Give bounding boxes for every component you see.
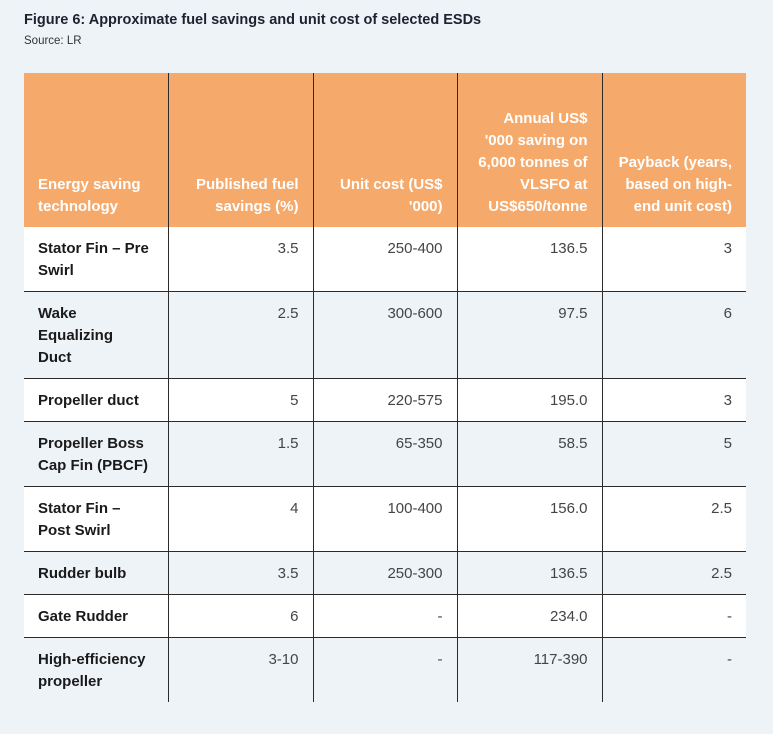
cell-unit-cost: -	[312, 594, 457, 638]
cell-unit-cost: 220-575	[312, 378, 457, 422]
cell-fuel-savings: 4	[167, 486, 313, 552]
cell-annual-saving: 58.5	[456, 421, 602, 487]
cell-annual-saving: 234.0	[456, 594, 602, 638]
table-row: Stator Fin – Pre Swirl 3.5 250-400 136.5…	[24, 227, 746, 292]
figure-source: Source: LR	[24, 35, 82, 47]
table-row: Propeller duct 5 220-575 195.0 3	[24, 378, 746, 422]
cell-payback: -	[601, 594, 746, 638]
header-row: Energy saving technology Published fuel …	[24, 73, 746, 227]
cell-technology: High-efficiency propeller	[24, 637, 168, 702]
cell-payback: 6	[601, 291, 746, 379]
cell-payback: -	[601, 637, 746, 702]
cell-technology: Wake Equalizing Duct	[24, 291, 168, 379]
cell-fuel-savings: 2.5	[167, 291, 313, 379]
table-row: Gate Rudder 6 - 234.0 -	[24, 594, 746, 638]
table-row: Rudder bulb 3.5 250-300 136.5 2.5	[24, 551, 746, 595]
cell-unit-cost: -	[312, 637, 457, 702]
cell-annual-saving: 195.0	[456, 378, 602, 422]
cell-fuel-savings: 5	[167, 378, 313, 422]
cell-fuel-savings: 6	[167, 594, 313, 638]
cell-unit-cost: 250-300	[312, 551, 457, 595]
table-row: Propeller Boss Cap Fin (PBCF) 1.5 65-350…	[24, 421, 746, 487]
header-technology: Energy saving technology	[24, 73, 168, 227]
cell-fuel-savings: 3.5	[167, 227, 313, 292]
esd-table: Energy saving technology Published fuel …	[24, 73, 746, 702]
figure-title: Figure 6: Approximate fuel savings and u…	[24, 12, 482, 28]
table-row: Wake Equalizing Duct 2.5 300-600 97.5 6	[24, 291, 746, 379]
cell-technology: Propeller duct	[24, 378, 168, 422]
cell-unit-cost: 250-400	[312, 227, 457, 292]
table-row: Stator Fin – Post Swirl 4 100-400 156.0 …	[24, 486, 746, 552]
cell-technology: Propeller Boss Cap Fin (PBCF)	[24, 421, 168, 487]
cell-fuel-savings: 1.5	[167, 421, 313, 487]
cell-unit-cost: 300-600	[312, 291, 457, 379]
cell-annual-saving: 156.0	[456, 486, 602, 552]
cell-annual-saving: 136.5	[456, 551, 602, 595]
header-unit-cost: Unit cost (US$ '000)	[312, 73, 457, 227]
cell-unit-cost: 100-400	[312, 486, 457, 552]
table-row: High-efficiency propeller 3-10 - 117-390…	[24, 637, 746, 702]
cell-payback: 5	[601, 421, 746, 487]
cell-fuel-savings: 3-10	[167, 637, 313, 702]
cell-annual-saving: 136.5	[456, 227, 602, 292]
cell-payback: 3	[601, 378, 746, 422]
cell-payback: 3	[601, 227, 746, 292]
cell-annual-saving: 97.5	[456, 291, 602, 379]
cell-technology: Stator Fin – Pre Swirl	[24, 227, 168, 292]
header-payback: Payback (years, based on high-end unit c…	[601, 73, 746, 227]
cell-unit-cost: 65-350	[312, 421, 457, 487]
cell-payback: 2.5	[601, 486, 746, 552]
cell-technology: Rudder bulb	[24, 551, 168, 595]
cell-technology: Stator Fin – Post Swirl	[24, 486, 168, 552]
header-fuel-savings: Published fuel savings (%)	[167, 73, 313, 227]
header-annual-saving: Annual US$ '000 saving on 6,000 tonnes o…	[456, 73, 602, 227]
cell-annual-saving: 117-390	[456, 637, 602, 702]
cell-payback: 2.5	[601, 551, 746, 595]
cell-technology: Gate Rudder	[24, 594, 168, 638]
cell-fuel-savings: 3.5	[167, 551, 313, 595]
